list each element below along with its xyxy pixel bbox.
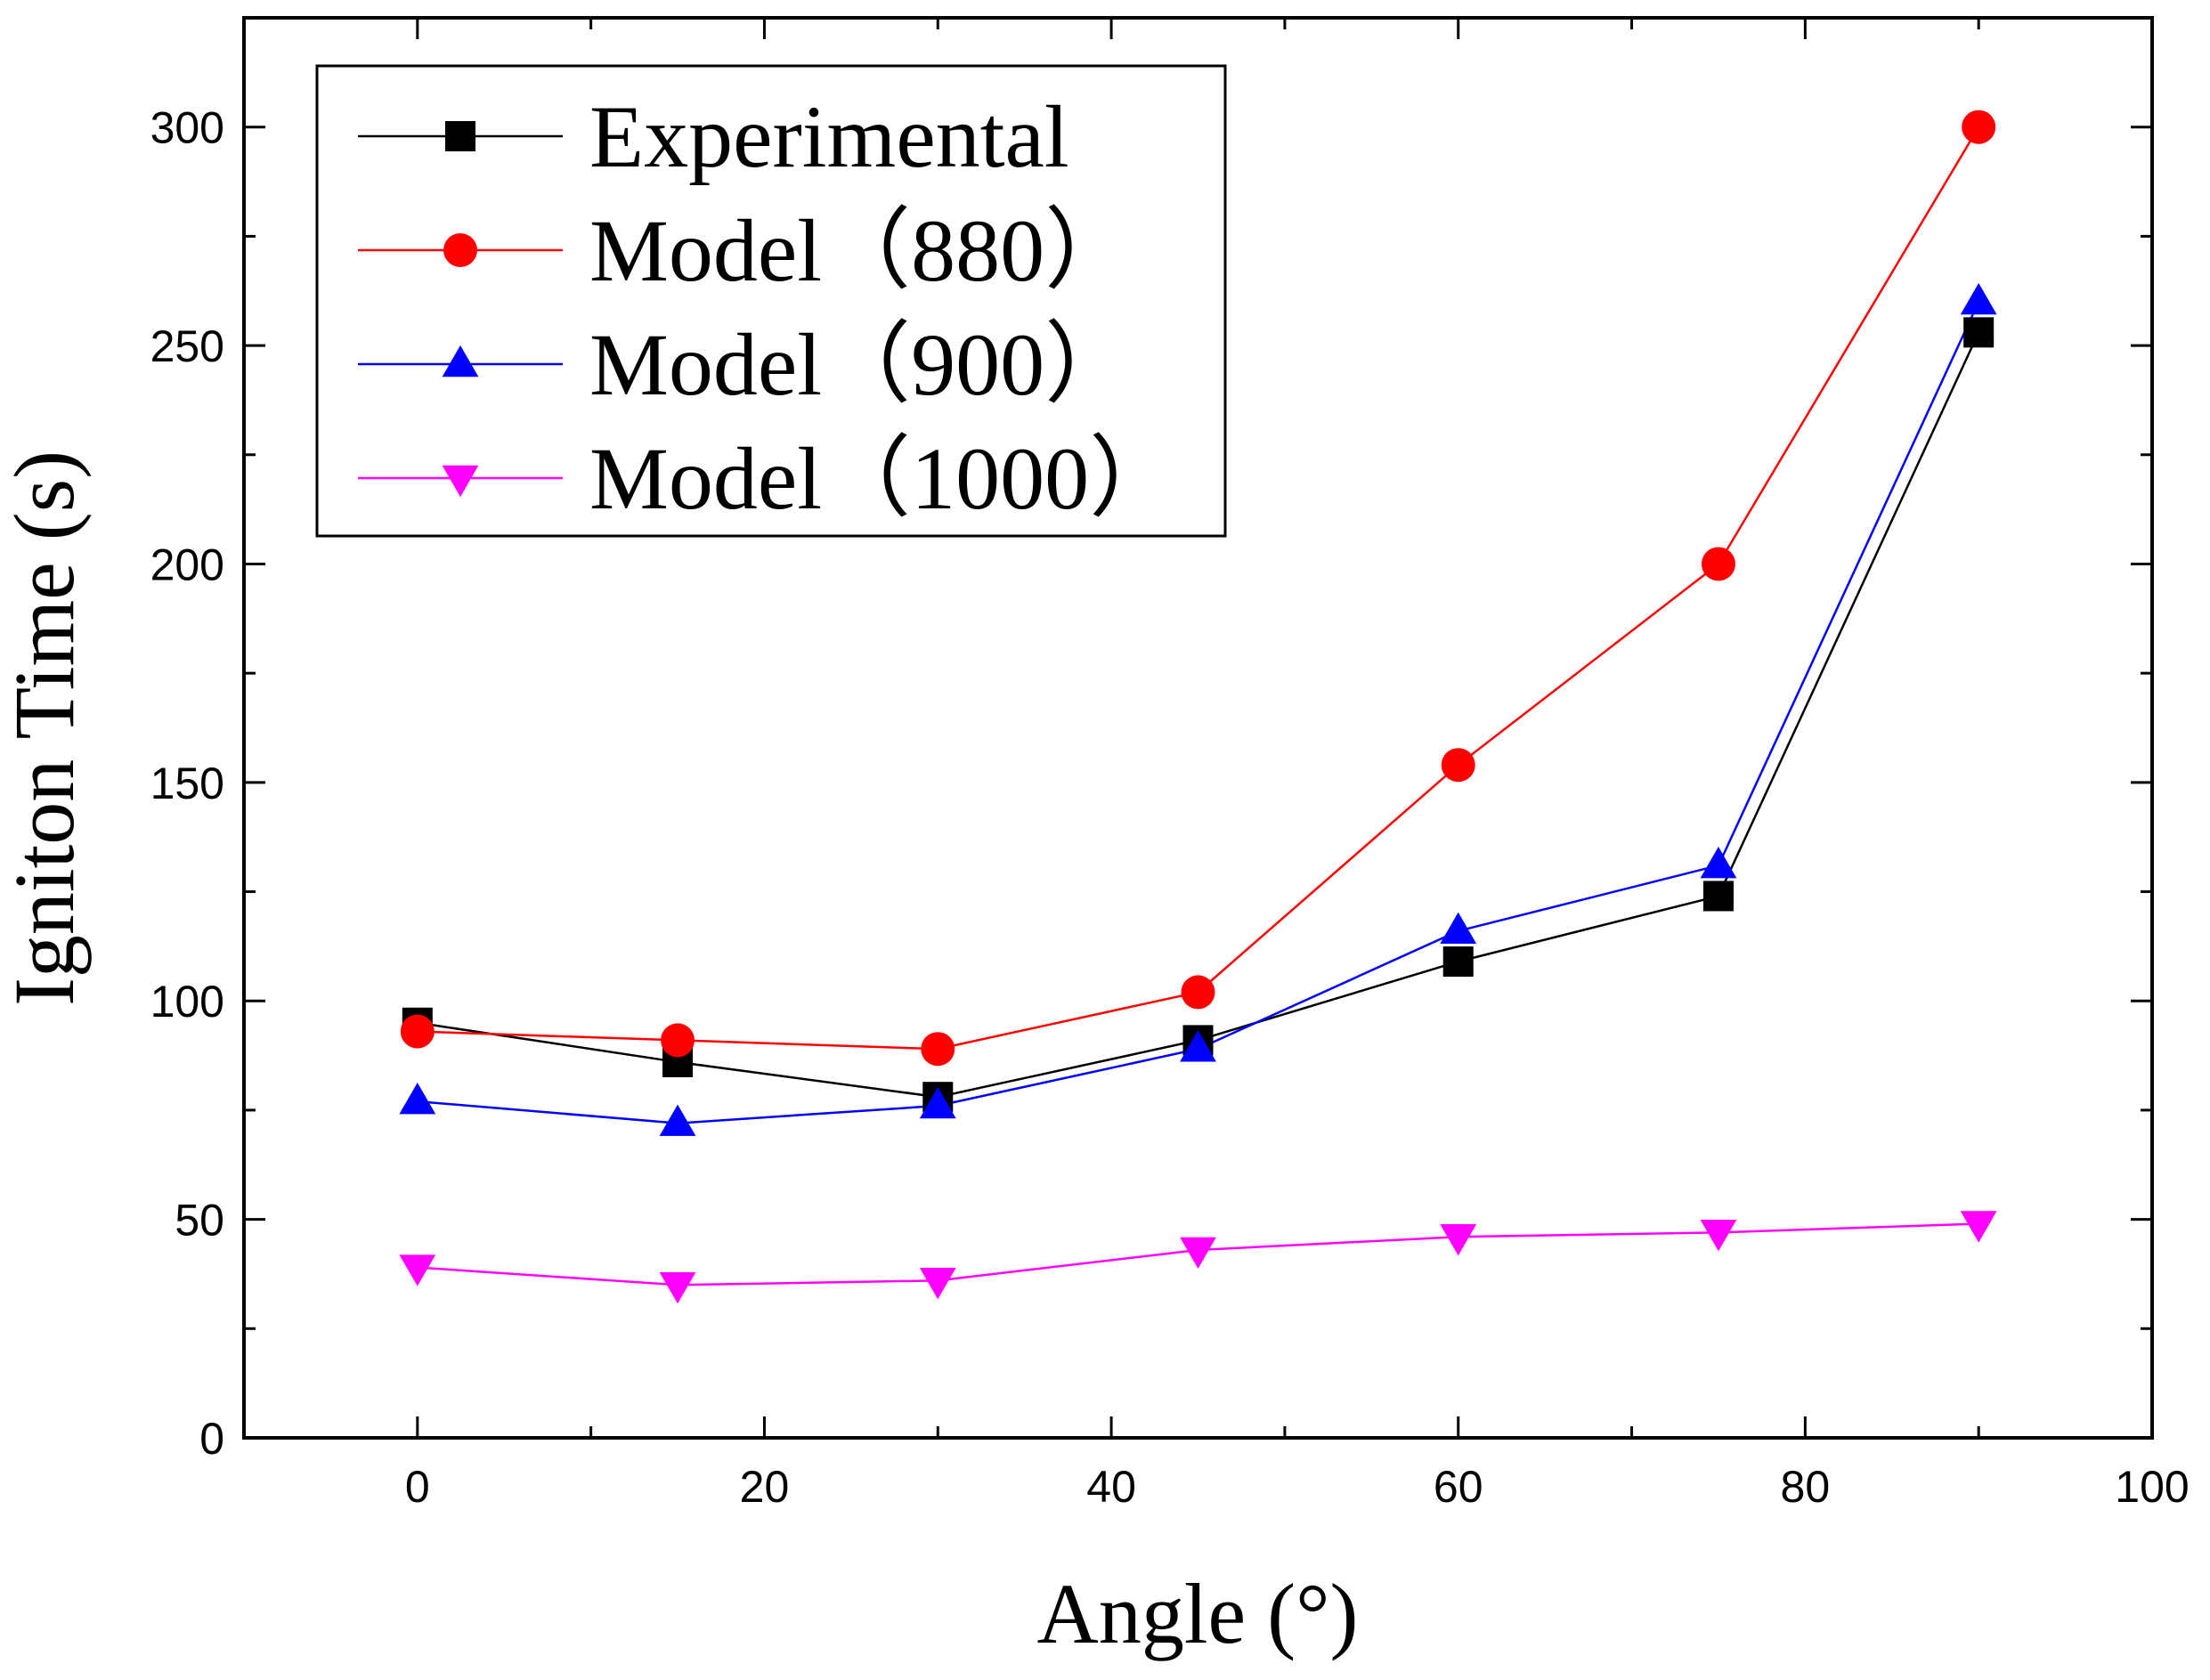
- data-point: [1440, 912, 1477, 944]
- axis-ticks: 0 20 40 60 80 100 0 50 100 150 200 250 300: [150, 18, 2190, 1512]
- data-point: [921, 1032, 955, 1067]
- x-tick-label: 80: [1781, 1462, 1831, 1512]
- legend-label: Model（1000）: [589, 429, 1178, 528]
- y-tick-label: 150: [150, 759, 224, 808]
- data-point: [1700, 847, 1737, 879]
- legend-label: Experimental: [589, 87, 1069, 186]
- data-point: [659, 1104, 696, 1136]
- x-tick-label: 100: [2115, 1462, 2189, 1512]
- data-point: [1180, 1237, 1216, 1270]
- legend-marker: [443, 233, 477, 267]
- data-point: [1181, 975, 1215, 1010]
- data-point: [1701, 547, 1735, 581]
- data-point: [1440, 1223, 1477, 1256]
- y-axis-title: Igniton Time (s): [0, 450, 92, 1006]
- legend-marker: [442, 345, 479, 377]
- legend: Experimental Model（880） Model（900） Model（10…: [315, 64, 1227, 538]
- y-tick-label: 200: [150, 540, 224, 589]
- series-markers: [399, 110, 1997, 1304]
- y-tick-label: 50: [175, 1196, 224, 1246]
- x-tick-label: 0: [405, 1462, 430, 1512]
- x-tick-label: 20: [740, 1462, 790, 1512]
- y-tick-label: 300: [150, 103, 224, 153]
- data-point: [919, 1268, 956, 1300]
- data-point: [1441, 748, 1475, 783]
- data-point: [1963, 317, 1995, 348]
- x-tick-label: 40: [1086, 1462, 1136, 1512]
- data-point: [1700, 1220, 1737, 1252]
- data-point: [661, 1023, 695, 1058]
- data-point: [399, 1083, 436, 1115]
- data-point: [1180, 1030, 1216, 1062]
- y-tick-label: 250: [150, 321, 224, 371]
- legend-label: Model（900）: [589, 315, 1133, 414]
- data-point: [1442, 946, 1474, 978]
- data-point: [400, 1014, 435, 1049]
- data-point: [399, 1254, 436, 1286]
- data-point: [919, 1086, 956, 1119]
- data-point: [1962, 110, 1996, 144]
- data-point: [659, 1271, 696, 1304]
- legend-label: Model（880）: [589, 201, 1133, 300]
- data-point: [1960, 1211, 1997, 1243]
- y-tick-label: 0: [199, 1414, 224, 1464]
- data-point: [1960, 282, 1997, 315]
- x-tick-label: 60: [1434, 1462, 1483, 1512]
- y-tick-label: 100: [150, 977, 224, 1027]
- legend-marker: [445, 121, 475, 151]
- x-axis-title: Angle (°): [1037, 1566, 1359, 1661]
- legend-marker: [442, 465, 479, 498]
- plot-frame: [242, 16, 2154, 1440]
- data-point: [1702, 881, 1734, 912]
